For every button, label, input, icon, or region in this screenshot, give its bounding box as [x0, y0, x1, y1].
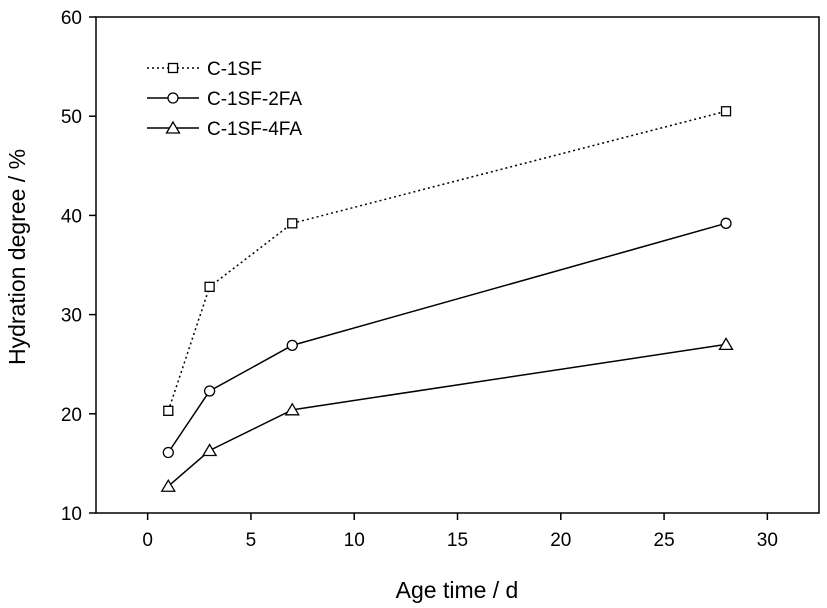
data-point — [287, 218, 298, 229]
plot-area-border — [95, 16, 820, 514]
x-tick-label: 30 — [757, 530, 778, 551]
series-line — [167, 222, 727, 453]
y-tick-label: 20 — [61, 405, 82, 426]
data-point — [201, 443, 218, 457]
legend: C-1SF C-1SF-2FA C-1SF-4FA — [147, 59, 302, 140]
data-point — [718, 337, 734, 351]
data-point — [286, 339, 298, 352]
legend-item: C-1SF-2FA — [147, 89, 302, 110]
data-point — [720, 106, 732, 117]
legend-item: C-1SF — [147, 59, 262, 80]
data-point — [720, 217, 732, 229]
y-tick-label: 40 — [61, 206, 82, 227]
y-tick-label: 30 — [61, 306, 82, 327]
legend-marker — [165, 120, 181, 134]
data-point — [284, 402, 300, 416]
series-line — [167, 110, 727, 412]
x-axis-ticks: 0 5 10 15 20 25 30 — [142, 513, 778, 551]
data-point — [163, 405, 174, 416]
x-tick-label: 25 — [654, 530, 675, 551]
data-point — [203, 385, 216, 397]
x-tick-label: 15 — [447, 530, 468, 551]
legend-label: C-1SF — [207, 59, 262, 80]
series-1 — [163, 106, 732, 416]
data-series — [160, 106, 734, 492]
y-tick-label: 10 — [61, 504, 82, 525]
legend-marker — [167, 92, 179, 104]
legend-label: C-1SF-2FA — [207, 89, 302, 110]
y-tick-label: 50 — [61, 107, 82, 128]
series-3 — [160, 337, 734, 492]
data-point — [160, 478, 176, 492]
series-line — [167, 343, 727, 487]
y-axis-title: Hydration degree / % — [4, 149, 30, 365]
x-tick-label: 0 — [142, 530, 153, 551]
x-tick-label: 10 — [344, 530, 365, 551]
y-axis-ticks: 10 20 30 40 50 60 — [61, 8, 96, 525]
x-tick-label: 5 — [246, 530, 257, 551]
series-2 — [162, 217, 732, 459]
y-tick-label: 60 — [61, 8, 82, 29]
x-tick-label: 20 — [550, 530, 571, 551]
data-point — [162, 446, 174, 459]
plot-frame — [95, 16, 820, 514]
x-axis-title: Age time / d — [396, 577, 519, 603]
legend-item: C-1SF-4FA — [147, 119, 302, 140]
legend-label: C-1SF-4FA — [207, 119, 302, 140]
legend-marker — [167, 62, 179, 74]
data-point — [204, 281, 215, 292]
